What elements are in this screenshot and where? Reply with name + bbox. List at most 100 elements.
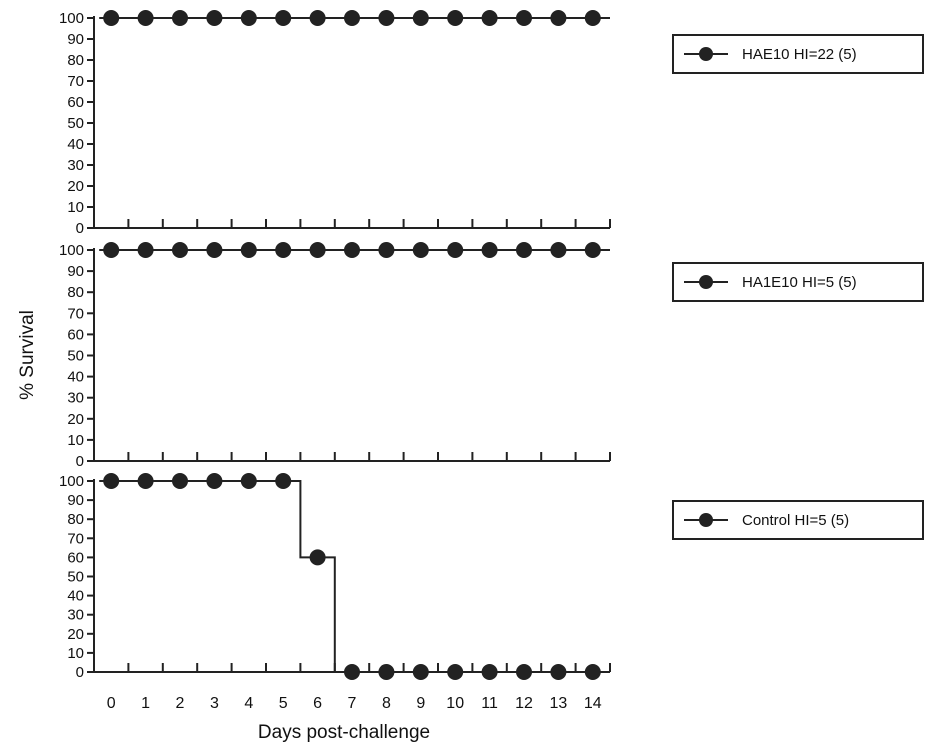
y-tick-label: 80 <box>67 511 84 528</box>
data-point <box>413 664 429 680</box>
data-point <box>378 10 394 26</box>
data-point <box>447 10 463 26</box>
data-point <box>413 10 429 26</box>
data-point <box>482 242 498 258</box>
x-tick-label: 13 <box>550 695 568 712</box>
data-point <box>172 242 188 258</box>
y-tick-label: 10 <box>67 199 84 216</box>
data-point <box>206 10 222 26</box>
legend-panel-2: HA1E10 HI=5 (5) <box>672 262 924 302</box>
legend-label: Control HI=5 (5) <box>742 512 849 529</box>
x-tick-label: 7 <box>348 695 357 712</box>
data-point <box>310 10 326 26</box>
data-point <box>103 10 119 26</box>
data-point <box>310 549 326 565</box>
x-tick-label: 1 <box>141 695 150 712</box>
x-tick-label: 8 <box>382 695 391 712</box>
data-point <box>172 10 188 26</box>
y-tick-label: 40 <box>67 588 84 605</box>
y-tick-label: 90 <box>67 492 84 509</box>
y-tick-label: 100 <box>59 473 84 490</box>
data-point <box>103 242 119 258</box>
data-point <box>413 242 429 258</box>
data-point <box>585 10 601 26</box>
data-point <box>378 242 394 258</box>
y-tick-label: 70 <box>67 305 84 322</box>
legend-panel-1: HAE10 HI=22 (5) <box>672 34 924 74</box>
y-tick-label: 0 <box>76 220 84 237</box>
y-tick-label: 10 <box>67 645 84 662</box>
y-tick-label: 20 <box>67 411 84 428</box>
y-tick-label: 60 <box>67 549 84 566</box>
x-tick-label: 12 <box>515 695 533 712</box>
data-point <box>550 664 566 680</box>
x-tick-label: 11 <box>481 695 498 712</box>
x-tick-label: 6 <box>313 695 322 712</box>
x-tick-label: 14 <box>584 695 602 712</box>
data-point <box>138 10 154 26</box>
data-point <box>206 473 222 489</box>
x-tick-label: 4 <box>244 695 253 712</box>
x-tick-label: 9 <box>416 695 425 712</box>
y-tick-label: 40 <box>67 369 84 386</box>
data-point <box>447 664 463 680</box>
data-point <box>550 242 566 258</box>
data-point <box>344 664 360 680</box>
y-tick-label: 30 <box>67 607 84 624</box>
x-tick-label: 2 <box>176 695 185 712</box>
y-tick-label: 90 <box>67 263 84 280</box>
data-point <box>344 242 360 258</box>
legend-marker-icon <box>684 510 728 530</box>
data-point <box>241 242 257 258</box>
y-tick-label: 0 <box>76 664 84 681</box>
legend-label: HA1E10 HI=5 (5) <box>742 274 857 291</box>
data-point <box>310 242 326 258</box>
data-point <box>516 242 532 258</box>
y-tick-label: 30 <box>67 157 84 174</box>
y-tick-label: 80 <box>67 52 84 69</box>
x-tick-label: 10 <box>446 695 464 712</box>
data-point <box>550 10 566 26</box>
y-tick-label: 20 <box>67 626 84 643</box>
data-point <box>241 10 257 26</box>
y-tick-label: 90 <box>67 31 84 48</box>
data-point <box>482 664 498 680</box>
legend-marker-icon <box>684 44 728 64</box>
series-step-line <box>99 481 610 672</box>
data-point <box>447 242 463 258</box>
data-point <box>138 473 154 489</box>
y-tick-label: 50 <box>67 348 84 365</box>
legend-marker-icon <box>684 272 728 292</box>
data-point <box>516 664 532 680</box>
x-axis-label: Days post-challenge <box>258 722 430 744</box>
data-point <box>103 473 119 489</box>
y-tick-label: 100 <box>59 10 84 27</box>
data-point <box>138 242 154 258</box>
data-point <box>275 10 291 26</box>
x-tick-label: 0 <box>107 695 116 712</box>
data-point <box>206 242 222 258</box>
y-tick-label: 10 <box>67 432 84 449</box>
y-tick-label: 40 <box>67 136 84 153</box>
legend-panel-3: Control HI=5 (5) <box>672 500 924 540</box>
data-point <box>585 242 601 258</box>
y-tick-label: 50 <box>67 569 84 586</box>
data-point <box>516 10 532 26</box>
y-tick-label: 70 <box>67 530 84 547</box>
data-point <box>378 664 394 680</box>
y-tick-label: 50 <box>67 115 84 132</box>
x-tick-label: 5 <box>279 695 288 712</box>
y-tick-label: 60 <box>67 326 84 343</box>
x-tick-label: 3 <box>210 695 219 712</box>
y-tick-label: 70 <box>67 73 84 90</box>
y-tick-label: 60 <box>67 94 84 111</box>
data-point <box>275 242 291 258</box>
data-point <box>172 473 188 489</box>
data-point <box>344 10 360 26</box>
y-tick-label: 100 <box>59 242 84 259</box>
y-axis-label: % Survival <box>17 310 39 400</box>
y-tick-label: 20 <box>67 178 84 195</box>
y-tick-label: 30 <box>67 390 84 407</box>
y-tick-label: 0 <box>76 453 84 470</box>
